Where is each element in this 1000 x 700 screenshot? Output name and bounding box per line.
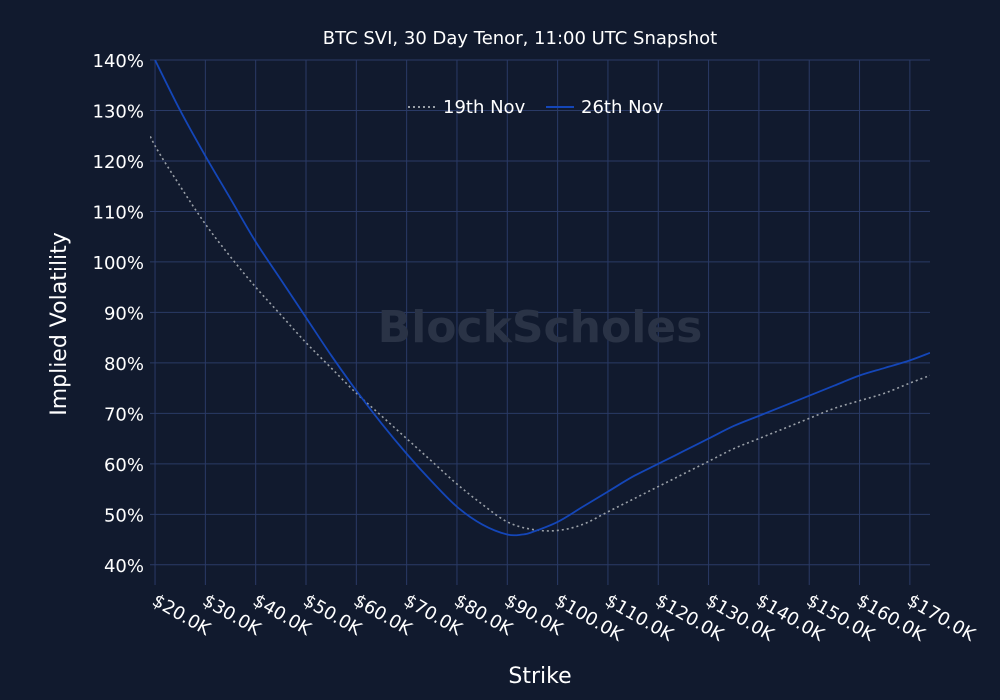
x-axis-title: Strike [508,664,571,689]
chart-title: BTC SVI, 30 Day Tenor, 11:00 UTC Snapsho… [323,28,717,49]
y-tick-label: 50% [104,505,144,526]
y-tick-label: 40% [104,556,144,577]
y-tick-label: 90% [104,303,144,324]
x-tick-labels: $20.0K$30.0K$40.0K$50.0K$60.0K$70.0K$80.… [149,590,980,646]
legend: 19th Nov 26th Nov [408,97,664,118]
y-tick-labels: 40% 50% 60% 70% 80% 90% 100% 110% 120% 130% 140% [93,51,144,577]
series-layer [150,60,930,537]
legend-label: 26th Nov [581,97,664,118]
y-tick-label: 110% [93,202,144,223]
y-tick-label: 140% [93,51,144,72]
legend-label: 19th Nov [443,97,526,118]
y-axis-title: Implied Volatility [47,232,72,416]
y-tick-label: 100% [93,253,144,274]
y-tick-label: 80% [104,354,144,375]
y-tick-label: 60% [104,455,144,476]
y-tick-label: 120% [93,152,144,173]
series-line-2 [154,60,930,537]
y-tick-label: 130% [93,101,144,122]
watermark: BlockScholes [378,302,703,353]
grid [150,59,930,585]
y-tick-label: 70% [104,404,144,425]
series-line-1 [150,133,930,532]
